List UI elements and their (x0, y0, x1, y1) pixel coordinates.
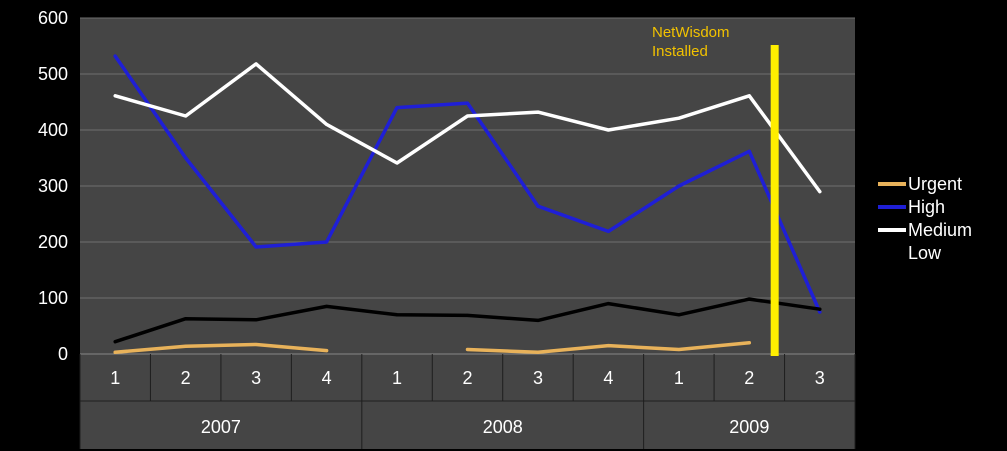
legend-label: High (908, 197, 945, 217)
data-point-low (818, 307, 822, 311)
data-point-high (113, 54, 117, 58)
data-point-low (677, 313, 681, 317)
annotation-label-line1: NetWisdom (652, 24, 730, 41)
x-tick-label: 1 (674, 368, 684, 388)
data-point-medium (184, 114, 188, 118)
y-axis: 0 100 200 300 400 500 600 (38, 8, 68, 364)
data-point-urgent (747, 341, 751, 345)
data-point-medium (113, 94, 117, 98)
year-label: 2008 (483, 417, 523, 437)
data-point-medium (677, 116, 681, 120)
annotation-label-line2: Installed (652, 43, 708, 60)
data-point-low (325, 304, 329, 308)
gridlines (80, 17, 855, 355)
data-point-low (536, 318, 540, 322)
data-point-urgent (113, 350, 117, 354)
data-point-medium (466, 114, 469, 118)
y-tick-label: 300 (38, 176, 68, 196)
x-tick-label: 4 (603, 368, 613, 388)
data-point-urgent (536, 350, 540, 354)
data-point-high (466, 101, 469, 105)
data-point-low (184, 317, 188, 321)
data-point-low (113, 340, 117, 344)
data-point-urgent (325, 349, 329, 353)
y-tick-label: 500 (38, 64, 68, 84)
data-point-high (254, 245, 258, 249)
data-point-high (395, 106, 399, 110)
x-tick-label: 3 (815, 368, 825, 388)
data-point-high (677, 184, 681, 188)
data-point-low (747, 297, 751, 301)
legend-label: Low (908, 243, 942, 263)
data-point-urgent (466, 348, 469, 352)
annotation: NetWisdom Installed (652, 24, 779, 356)
x-tick-label: 4 (322, 368, 332, 388)
netwisdom-marker-line (770, 45, 779, 356)
year-label: 2007 (201, 417, 241, 437)
data-point-medium (395, 161, 399, 165)
data-point-urgent (184, 344, 188, 348)
legend-label: Medium (908, 220, 972, 240)
y-tick-label: 600 (38, 8, 68, 28)
data-point-medium (325, 122, 329, 126)
x-tick-label: 2 (744, 368, 754, 388)
x-tick-label: 1 (392, 368, 402, 388)
legend-label: Urgent (908, 174, 962, 194)
data-point-high (606, 229, 610, 233)
y-tick-label: 0 (58, 344, 68, 364)
data-point-high (536, 204, 540, 208)
y-tick-label: 200 (38, 232, 68, 252)
x-tick-label: 1 (110, 368, 120, 388)
data-point-low (395, 313, 399, 317)
data-point-high (325, 240, 329, 244)
data-point-urgent (254, 342, 258, 346)
plot-area (80, 18, 855, 449)
data-point-high (747, 149, 751, 153)
data-point-medium (747, 94, 751, 98)
data-point-medium (536, 110, 540, 114)
data-point-low (466, 313, 469, 317)
data-point-medium (254, 62, 258, 66)
legend: Urgent High Medium Low (878, 174, 972, 263)
year-label: 2009 (729, 417, 769, 437)
data-point-low (254, 318, 258, 322)
data-point-high (184, 156, 188, 160)
data-point-medium (818, 190, 822, 194)
data-point-urgent (677, 348, 681, 352)
x-axis: 1 2 3 4 1 2 3 4 1 2 3 2007 2008 2009 (79, 354, 856, 449)
data-point-medium (606, 128, 610, 132)
y-tick-label: 100 (38, 288, 68, 308)
x-tick-label: 2 (181, 368, 191, 388)
data-point-low (606, 302, 610, 306)
x-tick-label: 3 (251, 368, 261, 388)
y-tick-label: 400 (38, 120, 68, 140)
data-point-urgent (606, 344, 610, 348)
series-lines (113, 54, 822, 355)
data-point-high (818, 310, 822, 314)
x-tick-label: 2 (462, 368, 472, 388)
x-tick-label: 3 (533, 368, 543, 388)
